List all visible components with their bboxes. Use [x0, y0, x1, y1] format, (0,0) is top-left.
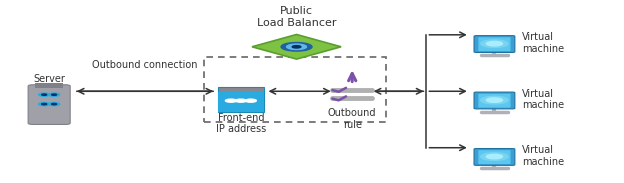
Circle shape — [481, 153, 508, 160]
Text: Virtual
machine: Virtual machine — [522, 32, 563, 54]
Circle shape — [486, 154, 502, 159]
Circle shape — [486, 41, 502, 46]
Circle shape — [481, 96, 508, 104]
FancyBboxPatch shape — [35, 83, 64, 88]
Circle shape — [486, 98, 502, 102]
Circle shape — [39, 102, 50, 106]
Text: Virtual
machine: Virtual machine — [522, 89, 563, 110]
Circle shape — [52, 103, 57, 105]
Text: Front-end
IP address: Front-end IP address — [216, 113, 266, 134]
FancyBboxPatch shape — [28, 85, 70, 124]
Circle shape — [42, 103, 47, 105]
Circle shape — [225, 99, 236, 102]
Circle shape — [235, 99, 246, 102]
Circle shape — [481, 40, 508, 47]
FancyBboxPatch shape — [474, 36, 515, 53]
FancyBboxPatch shape — [218, 92, 264, 113]
FancyBboxPatch shape — [479, 150, 510, 164]
FancyBboxPatch shape — [474, 92, 515, 109]
Text: Outbound connection: Outbound connection — [92, 60, 198, 70]
Circle shape — [42, 94, 47, 95]
Text: Server: Server — [33, 74, 65, 84]
Circle shape — [281, 42, 312, 51]
FancyBboxPatch shape — [479, 37, 510, 51]
Circle shape — [49, 93, 60, 96]
Circle shape — [292, 46, 301, 48]
Circle shape — [286, 44, 306, 50]
Text: Outbound
rule: Outbound rule — [328, 108, 376, 130]
Circle shape — [49, 102, 60, 106]
Circle shape — [245, 99, 256, 102]
Polygon shape — [252, 34, 341, 59]
FancyBboxPatch shape — [218, 87, 264, 113]
Text: Virtual
machine: Virtual machine — [522, 145, 563, 167]
FancyBboxPatch shape — [479, 94, 510, 108]
FancyBboxPatch shape — [474, 149, 515, 165]
Text: Public
Load Balancer: Public Load Balancer — [257, 6, 336, 28]
Circle shape — [39, 93, 50, 96]
Circle shape — [52, 94, 57, 95]
